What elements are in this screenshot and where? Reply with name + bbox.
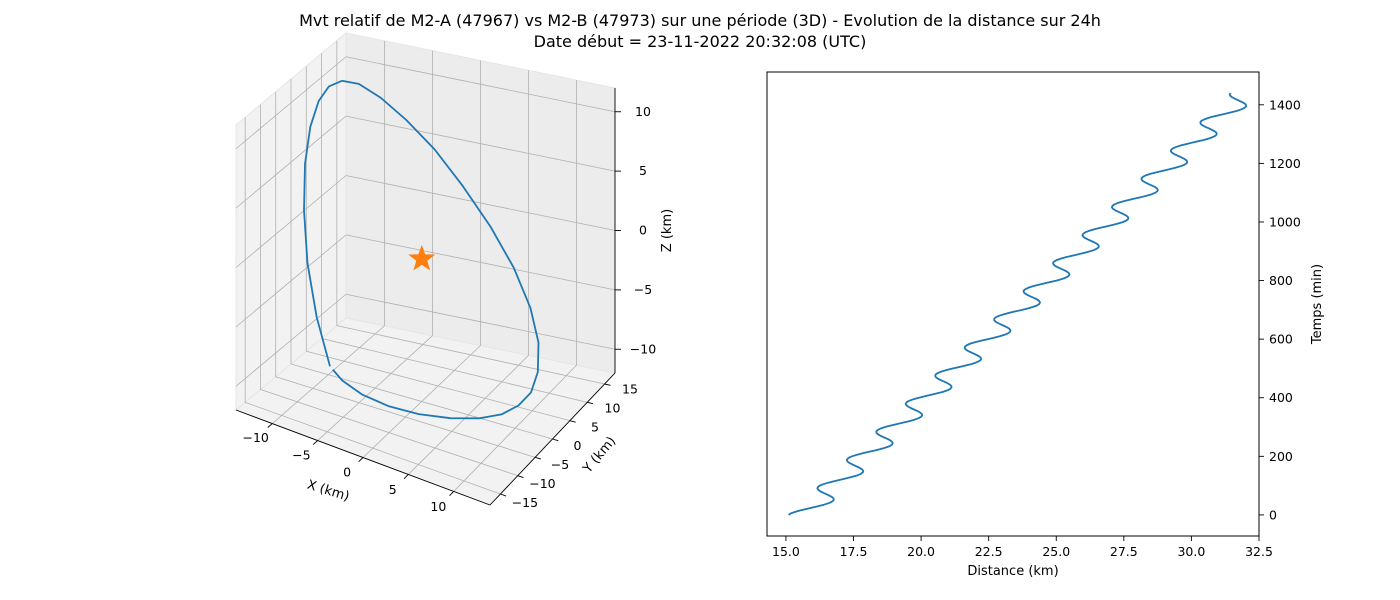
x-tick-label: 10 xyxy=(430,499,446,514)
time-tick-label: 0 xyxy=(1269,507,1277,522)
y-tick-mark xyxy=(517,475,524,478)
z-tick-label: −10 xyxy=(630,341,656,356)
gridline-z-side xyxy=(235,175,347,268)
time-tick-label: 1000 xyxy=(1269,214,1301,229)
distance-tick-label: 32.5 xyxy=(1245,544,1273,559)
3d-plot-data xyxy=(303,79,540,420)
distance-time-line xyxy=(788,92,1247,516)
gridline-y-floor xyxy=(336,325,605,385)
time-tick-label: 200 xyxy=(1269,449,1293,464)
3d-axis-gridlines xyxy=(235,40,616,495)
gridline-z-side xyxy=(235,234,347,328)
z-tick-label: 5 xyxy=(639,163,647,178)
y-tick-label: 15 xyxy=(622,382,638,397)
y-tick-label: 0 xyxy=(574,438,582,453)
y-tick-mark xyxy=(604,383,611,386)
x-tick-mark xyxy=(358,457,364,462)
gridline-z-back xyxy=(345,293,616,350)
trajectory-line xyxy=(303,79,540,420)
x-tick-label: −10 xyxy=(243,430,269,445)
y-tick-mark xyxy=(569,420,576,423)
gridline-z-back xyxy=(345,56,616,113)
x-tick-mark xyxy=(267,423,273,428)
distance-tick-label: 20.0 xyxy=(907,544,935,559)
z-tick-label: 0 xyxy=(639,223,647,238)
2d-axis-ticks: 15.0 17.5 20.0 22.5 25.0 27.5 30.0 32.5 0 200 400 6… xyxy=(772,97,1301,559)
distance-tick-label: 25.0 xyxy=(1042,544,1070,559)
2d-plot-data xyxy=(788,92,1247,516)
y-tick-label: −5 xyxy=(551,457,569,472)
y-tick-mark xyxy=(500,493,507,497)
gridline-y-floor xyxy=(260,389,518,477)
y-tick-label: −15 xyxy=(512,495,538,510)
time-axis-label: Temps (min) xyxy=(1310,264,1325,345)
y-tick-mark xyxy=(587,401,594,405)
figure-title-line-2: Date début = 23-11-2022 20:32:08 (UTC) xyxy=(534,32,867,51)
distance-tick-label: 22.5 xyxy=(975,544,1003,559)
figure-title-line-1: Mvt relatif de M2-A (47967) vs M2-B (479… xyxy=(299,11,1101,30)
distance-axis-label: Distance (km) xyxy=(967,564,1058,579)
gridline-y-floor xyxy=(321,338,588,403)
y-tick-label: 10 xyxy=(605,400,621,415)
distance-tick-label: 30.0 xyxy=(1177,544,1205,559)
z-tick-label: 10 xyxy=(635,104,651,119)
gridline-z-back xyxy=(345,175,616,231)
time-tick-label: 1400 xyxy=(1269,97,1301,112)
time-tick-label: 400 xyxy=(1269,390,1293,405)
z-axis-label: Z (km) xyxy=(660,209,675,252)
y-tick-label: −10 xyxy=(529,476,555,491)
time-tick-label: 800 xyxy=(1269,273,1293,288)
y-tick-mark xyxy=(552,438,559,442)
distance-tick-label: 15.0 xyxy=(772,544,800,559)
distance-tick-label: 17.5 xyxy=(840,544,868,559)
x-tick-label: 0 xyxy=(343,465,351,480)
reference-star-marker xyxy=(408,244,436,271)
y-tick-mark xyxy=(535,456,542,460)
gridline-y-floor xyxy=(275,376,536,458)
distance-tick-label: 27.5 xyxy=(1110,544,1138,559)
time-tick-label: 1200 xyxy=(1269,156,1301,171)
x-tick-mark xyxy=(403,474,409,480)
x-tick-label: 5 xyxy=(389,482,397,497)
time-tick-label: 600 xyxy=(1269,332,1293,347)
gridline-z-side xyxy=(235,115,347,209)
x-tick-label: −5 xyxy=(292,447,310,462)
gridline-y-floor xyxy=(306,350,570,422)
z-tick-label: −5 xyxy=(634,282,652,297)
gridline-y-floor xyxy=(245,401,501,495)
plot-frame xyxy=(766,71,1260,537)
gridline-z-side xyxy=(235,293,347,387)
distance-time-plot: 15.0 17.5 20.0 22.5 25.0 27.5 30.0 32.5 0 200 400 6… xyxy=(766,71,1325,579)
y-tick-label: 5 xyxy=(591,419,599,434)
gridline-z-back xyxy=(345,234,616,291)
gridline-z-side xyxy=(235,56,347,150)
x-tick-mark xyxy=(312,440,318,445)
gridline-z-back xyxy=(345,115,616,172)
gridline-y-floor xyxy=(290,363,553,440)
x-tick-mark xyxy=(449,491,455,497)
